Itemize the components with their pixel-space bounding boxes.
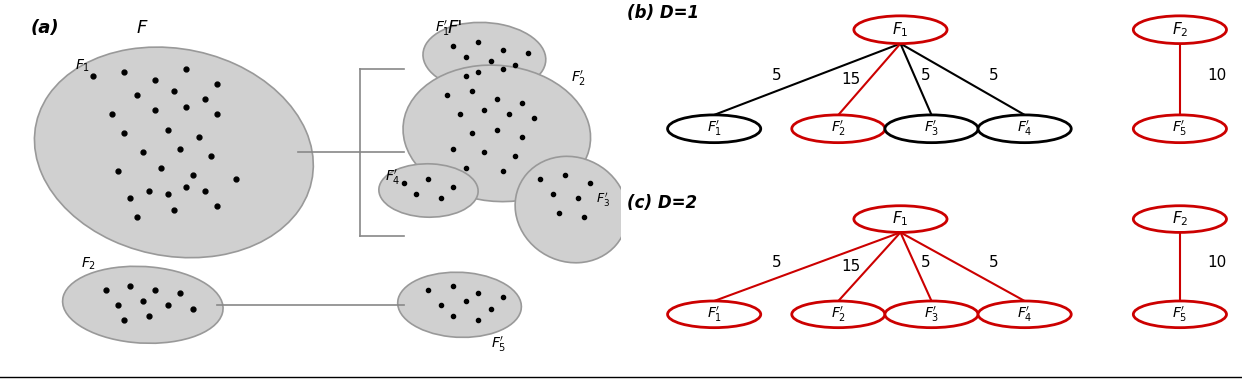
Text: (c) D=2: (c) D=2 [627, 194, 697, 212]
Ellipse shape [668, 115, 760, 142]
Text: $F_5'$: $F_5'$ [1172, 119, 1187, 138]
Text: 10: 10 [1207, 68, 1227, 83]
Ellipse shape [404, 65, 590, 202]
Text: $F_4'$: $F_4'$ [385, 168, 401, 187]
Text: 10: 10 [1207, 255, 1227, 271]
Text: $F_2'$: $F_2'$ [571, 69, 586, 88]
Text: 5: 5 [771, 68, 781, 83]
Text: (b) D=1: (b) D=1 [627, 4, 699, 22]
Text: 15: 15 [841, 259, 861, 274]
Ellipse shape [62, 266, 224, 343]
Text: 5: 5 [989, 255, 999, 271]
Ellipse shape [397, 272, 522, 337]
Ellipse shape [35, 47, 313, 258]
Text: $F_1'$: $F_1'$ [707, 119, 722, 138]
Ellipse shape [977, 115, 1072, 142]
Text: F: F [137, 19, 147, 37]
Text: 5: 5 [920, 255, 930, 271]
Text: 5: 5 [920, 68, 930, 83]
Ellipse shape [884, 301, 979, 328]
Text: (a): (a) [31, 19, 60, 37]
Ellipse shape [854, 16, 948, 43]
Text: $F_4'$: $F_4'$ [1017, 119, 1032, 138]
Ellipse shape [1133, 301, 1227, 328]
Text: $F_5'$: $F_5'$ [491, 335, 505, 354]
Ellipse shape [424, 22, 545, 92]
Ellipse shape [854, 206, 948, 232]
Text: 15: 15 [841, 72, 861, 87]
Ellipse shape [977, 301, 1072, 328]
Ellipse shape [1133, 115, 1227, 142]
Ellipse shape [379, 164, 478, 217]
Ellipse shape [515, 156, 627, 263]
Text: $F_2$: $F_2$ [1171, 210, 1189, 229]
Ellipse shape [668, 301, 760, 328]
Text: $F_1'$: $F_1'$ [435, 19, 450, 38]
Text: $F_3'$: $F_3'$ [596, 190, 610, 208]
Ellipse shape [1133, 16, 1227, 43]
Text: $F_3'$: $F_3'$ [924, 119, 939, 138]
Text: 5: 5 [771, 255, 781, 271]
Text: $F_1$: $F_1$ [892, 210, 909, 229]
Ellipse shape [884, 115, 979, 142]
Text: $F_4'$: $F_4'$ [1017, 305, 1032, 324]
Text: $F_5'$: $F_5'$ [1172, 305, 1187, 324]
Text: 5: 5 [989, 68, 999, 83]
Text: $F_1'$: $F_1'$ [707, 305, 722, 324]
Ellipse shape [792, 301, 884, 328]
Text: $F_2$: $F_2$ [1171, 20, 1189, 39]
Text: $F_1$: $F_1$ [892, 20, 909, 39]
Text: $F_3'$: $F_3'$ [924, 305, 939, 324]
Text: $F_2'$: $F_2'$ [831, 119, 846, 138]
Text: $F_1$: $F_1$ [75, 57, 89, 74]
Ellipse shape [1133, 206, 1227, 232]
Text: $F_2$: $F_2$ [81, 255, 96, 272]
Text: $F_2'$: $F_2'$ [831, 305, 846, 324]
Text: F': F' [447, 19, 462, 37]
Ellipse shape [792, 115, 884, 142]
